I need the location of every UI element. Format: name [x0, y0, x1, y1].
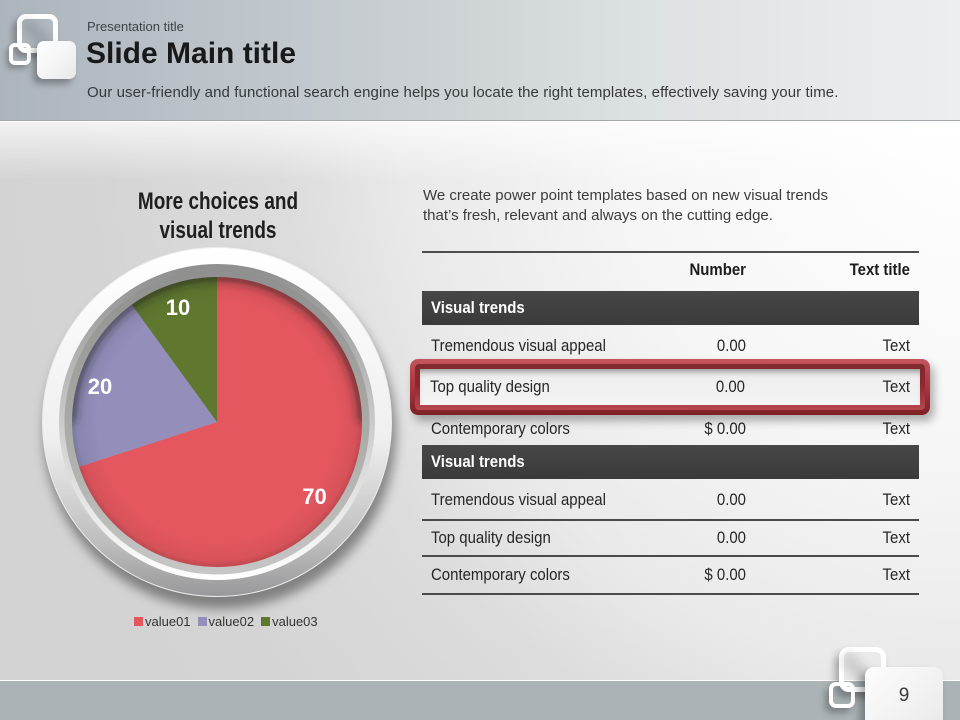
svg-text:70: 70: [302, 484, 326, 509]
svg-text:10: 10: [166, 295, 190, 320]
svg-text:20: 20: [88, 374, 112, 399]
